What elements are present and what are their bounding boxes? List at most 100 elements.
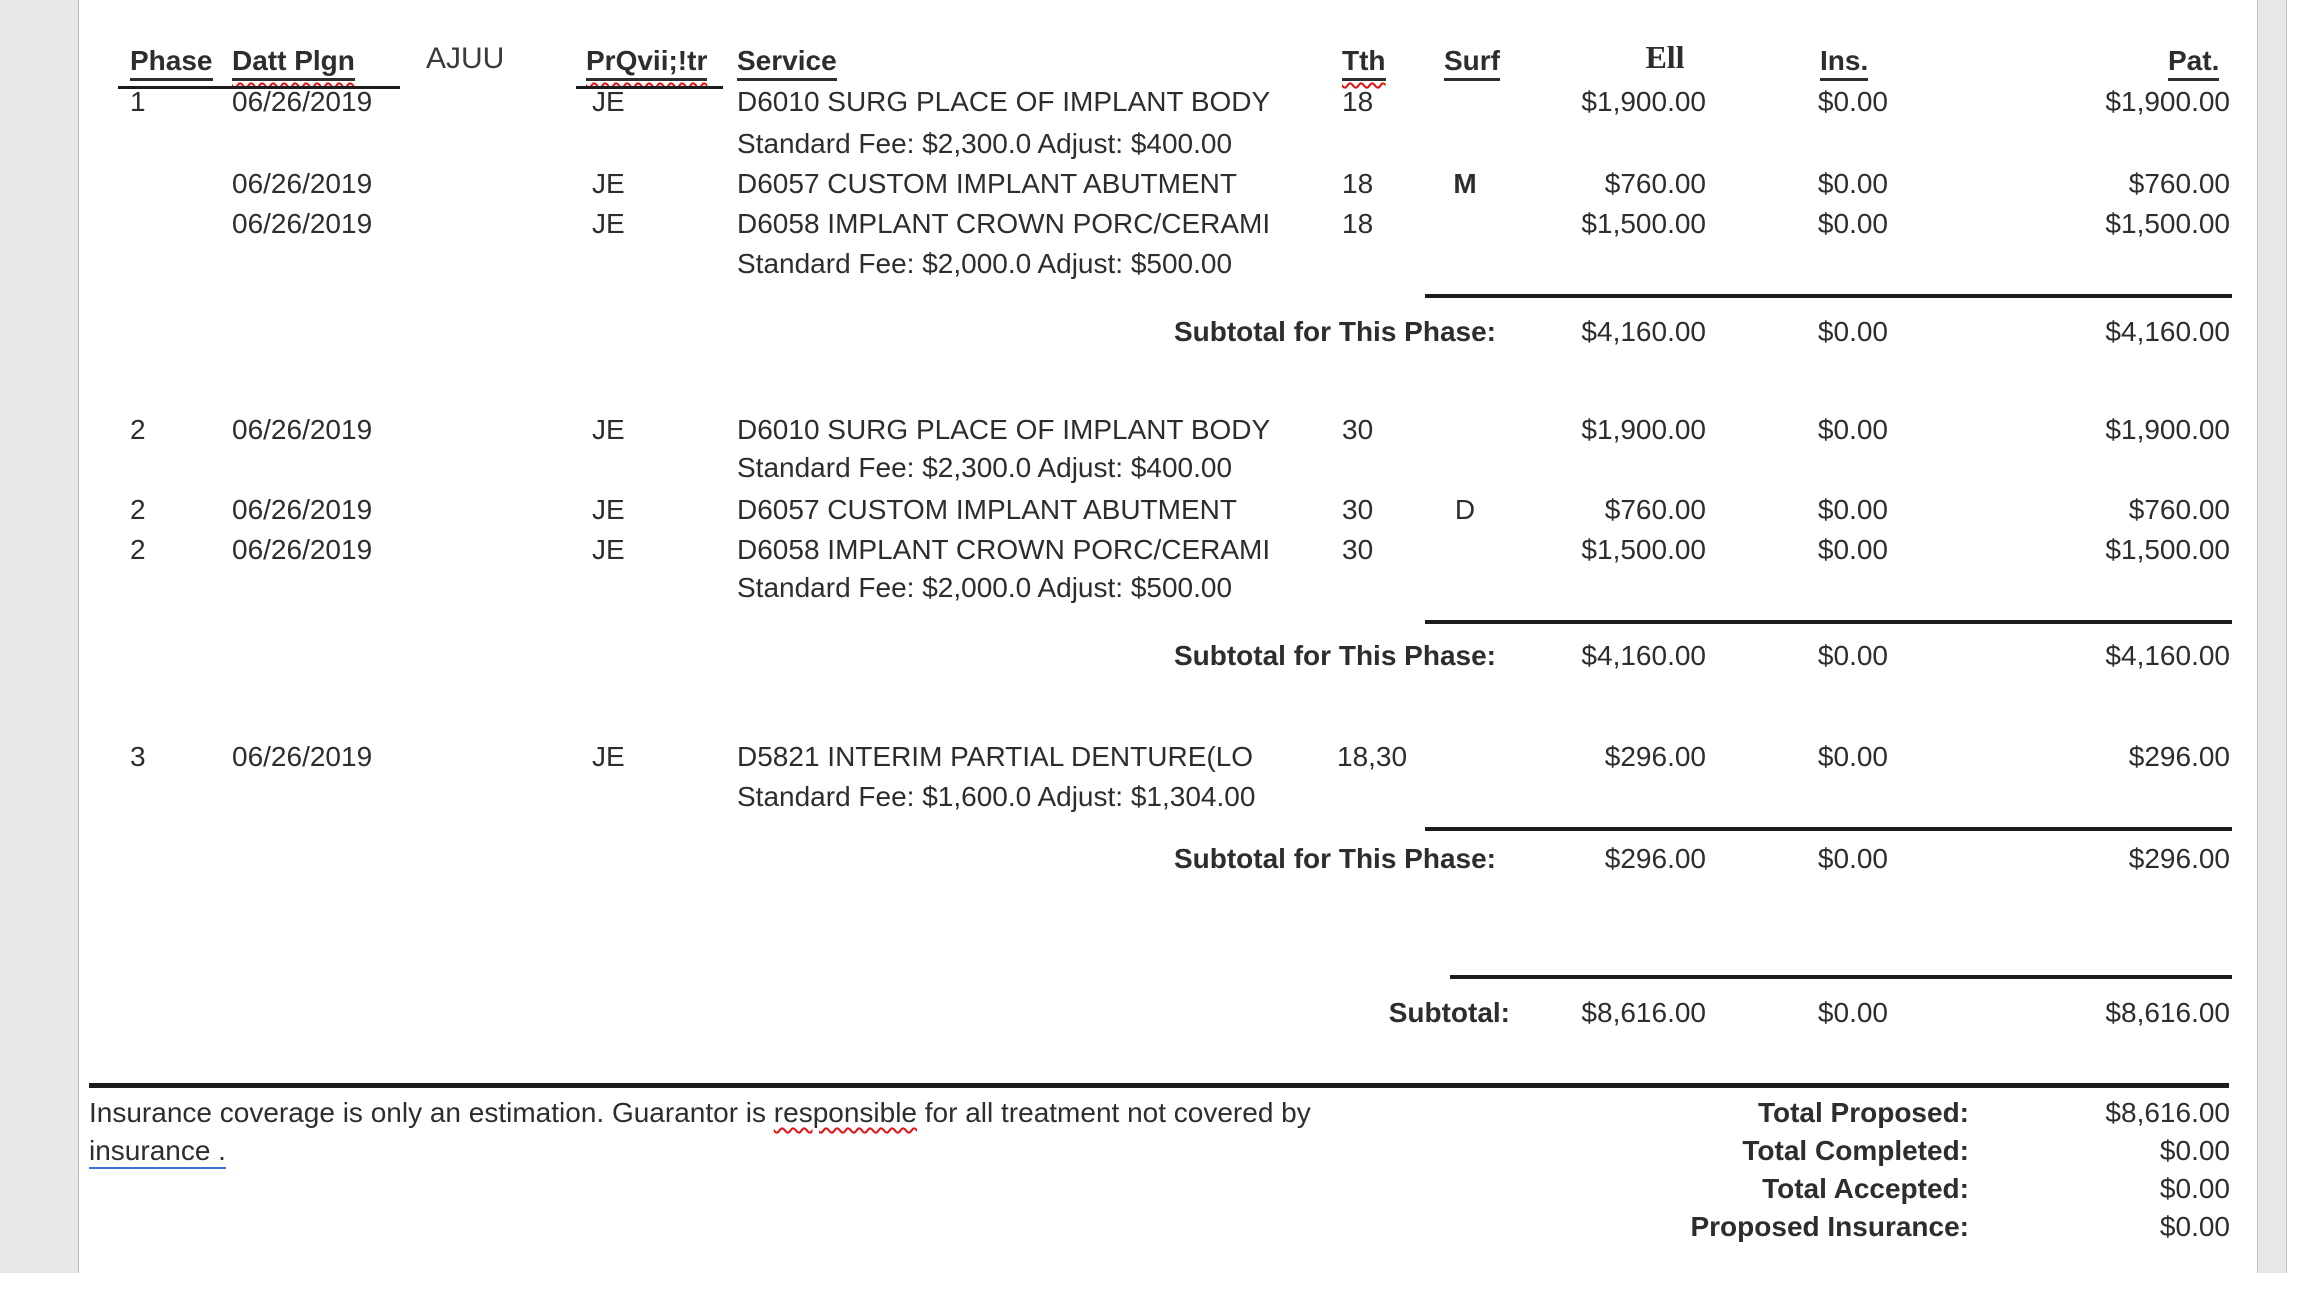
cell-fee: $1,500.00 [1581, 534, 1706, 565]
header-rule-left [118, 86, 400, 89]
subtotal-label: Subtotal for This Phase: [1173, 316, 1496, 347]
total-proposed-label: Total Proposed: [1757, 1097, 1969, 1128]
cell-surface: D [1454, 494, 1476, 525]
subtotal-rule [1425, 827, 2232, 831]
subtotal-rule [1425, 294, 2232, 298]
subtotal-label: Subtotal for This Phase: [1173, 640, 1496, 671]
cell-tooth: 30 [1342, 494, 1374, 525]
cell-insurance: $0.00 [1817, 208, 1888, 239]
cell-provider: JE [592, 168, 625, 199]
standard-fee-note: Standard Fee: $2,300.0 Adjust: $400.00 [737, 128, 1233, 159]
subtotal-insurance: $0.00 [1817, 316, 1888, 347]
total-accepted-value: $0.00 [2159, 1173, 2230, 1204]
subtotal-patient: $4,160.00 [2105, 640, 2230, 671]
disclaimer-line-1: Insurance coverage is only an estimation… [89, 1097, 1311, 1128]
cell-insurance: $0.00 [1817, 86, 1888, 117]
cell-service: D6057 CUSTOM IMPLANT ABUTMENT [737, 168, 1237, 199]
cell-patient: $296.00 [2128, 741, 2230, 772]
standard-fee-note: Standard Fee: $2,300.0 Adjust: $400.00 [737, 452, 1233, 483]
total-proposed-value: $8,616.00 [2105, 1097, 2230, 1128]
left-gutter [0, 0, 79, 1273]
cell-patient: $760.00 [2128, 168, 2230, 199]
cell-fee: $760.00 [1604, 168, 1706, 199]
grand-subtotal-patient: $8,616.00 [2105, 997, 2230, 1028]
disclaimer-line-2: insurance . [89, 1134, 226, 1169]
standard-fee-note: Standard Fee: $2,000.0 Adjust: $500.00 [737, 572, 1233, 603]
cell-patient: $1,900.00 [2105, 86, 2230, 117]
right-gutter [2257, 0, 2287, 1273]
cell-tooth: 18 [1342, 208, 1374, 239]
proposed-insurance-value: $0.00 [2159, 1211, 2230, 1242]
col-header-date: Datt Plgn [232, 44, 355, 81]
cell-insurance: $0.00 [1817, 494, 1888, 525]
cell-tooth: 30 [1342, 414, 1374, 445]
cell-provider: JE [592, 208, 625, 239]
col-header-phase: Phase [130, 44, 213, 81]
col-header-insurance: Ins. [1820, 44, 1869, 81]
cell-date: 06/26/2019 [232, 534, 373, 565]
cell-provider: JE [592, 494, 625, 525]
header-rule-provider [576, 86, 723, 89]
cell-fee: $1,500.00 [1581, 208, 1706, 239]
cell-patient: $1,500.00 [2105, 208, 2230, 239]
subtotal-label: Subtotal for This Phase: [1173, 843, 1496, 874]
cell-date: 06/26/2019 [232, 168, 373, 199]
cell-date: 06/26/2019 [232, 741, 373, 772]
cell-service: D6057 CUSTOM IMPLANT ABUTMENT [737, 494, 1237, 525]
cell-fee: $760.00 [1604, 494, 1706, 525]
cell-insurance: $0.00 [1817, 414, 1888, 445]
cell-phase: 1 [130, 86, 146, 117]
subtotal-patient: $296.00 [2128, 843, 2230, 874]
subtotal-fee: $296.00 [1604, 843, 1706, 874]
cell-service: D6058 IMPLANT CROWN PORC/CERAMI [737, 208, 1271, 239]
cell-provider: JE [592, 534, 625, 565]
proposed-insurance-label: Proposed Insurance: [1690, 1211, 1969, 1242]
cell-provider: JE [592, 86, 625, 117]
subtotal-rule [1425, 620, 2232, 624]
section-divider [89, 1083, 2229, 1088]
subtotal-fee: $4,160.00 [1581, 316, 1706, 347]
cell-service: D6010 SURG PLACE OF IMPLANT BODY [737, 414, 1271, 445]
cell-insurance: $0.00 [1817, 168, 1888, 199]
col-header-service: Service [737, 44, 837, 81]
cell-insurance: $0.00 [1817, 741, 1888, 772]
cell-fee: $1,900.00 [1581, 414, 1706, 445]
cell-tooth: 18 [1342, 86, 1374, 117]
grand-subtotal-fee: $8,616.00 [1581, 997, 1706, 1028]
subtotal-patient: $4,160.00 [2105, 316, 2230, 347]
cell-patient: $1,500.00 [2105, 534, 2230, 565]
cell-service: D6058 IMPLANT CROWN PORC/CERAMI [737, 534, 1271, 565]
cell-tooth: 30 [1342, 534, 1374, 565]
cell-insurance: $0.00 [1817, 534, 1888, 565]
grand-subtotal-label: Subtotal: [1388, 997, 1510, 1028]
standard-fee-note: Standard Fee: $2,000.0 Adjust: $500.00 [737, 248, 1233, 279]
col-header-tooth: Tth [1342, 44, 1386, 81]
cell-date: 06/26/2019 [232, 86, 373, 117]
subtotal-insurance: $0.00 [1817, 843, 1888, 874]
cell-date: 06/26/2019 [232, 208, 373, 239]
col-header-fee: Ell [1645, 39, 1685, 75]
col-header-patient: Pat. [2168, 44, 2220, 81]
grand-subtotal-rule [1450, 975, 2232, 979]
cell-patient: $760.00 [2128, 494, 2230, 525]
cell-patient: $1,900.00 [2105, 414, 2230, 445]
insurance-link[interactable]: insurance . [89, 1135, 226, 1169]
cell-fee: $1,900.00 [1581, 86, 1706, 117]
standard-fee-note: Standard Fee: $1,600.0 Adjust: $1,304.00 [737, 781, 1256, 812]
cell-phase: 2 [130, 414, 146, 445]
cell-tooth: 18 [1342, 168, 1374, 199]
cell-provider: JE [592, 414, 625, 445]
subtotal-fee: $4,160.00 [1581, 640, 1706, 671]
total-accepted-label: Total Accepted: [1762, 1173, 1969, 1204]
col-header-surface: Surf [1444, 44, 1500, 81]
cell-phase: 2 [130, 534, 146, 565]
total-completed-label: Total Completed: [1742, 1135, 1969, 1166]
cell-fee: $296.00 [1604, 741, 1706, 772]
subtotal-insurance: $0.00 [1817, 640, 1888, 671]
cell-tooth: 18,30 [1337, 741, 1408, 772]
cell-phase: 2 [130, 494, 146, 525]
col-header-ajuu: AJUU [426, 42, 505, 75]
cell-date: 06/26/2019 [232, 414, 373, 445]
col-header-provider: PrQvii;!tr [586, 44, 708, 81]
